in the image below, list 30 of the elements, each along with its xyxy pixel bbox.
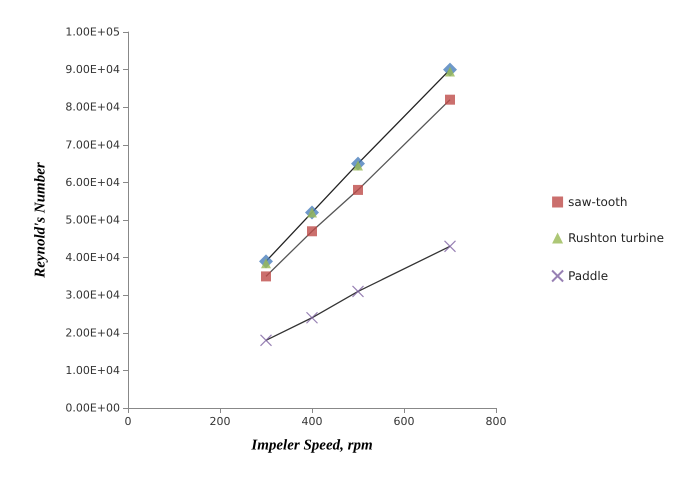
- x-tick-label: 0: [124, 415, 132, 428]
- point: [445, 94, 455, 105]
- y-tick-label: 9.00E+04: [65, 63, 120, 76]
- x-tick-label: 800: [486, 415, 506, 428]
- y-tick-label: 1.00E+05: [65, 26, 120, 38]
- y-tick-label: 7.00E+04: [65, 138, 120, 152]
- y-tick-label: 5.00E+04: [65, 214, 120, 226]
- line-series: [265, 246, 451, 341]
- y-tick-label: 4.00E+04: [65, 251, 120, 264]
- y-tick-label: 3.00E+04: [65, 288, 120, 302]
- x-tick-label: 400: [302, 415, 322, 428]
- legend-label: saw-tooth: [568, 195, 628, 209]
- y-tick-label: 8.00E+04: [65, 100, 120, 114]
- y-tick-label: 1.00E+04: [65, 364, 120, 377]
- x-tick-label: 600: [394, 415, 414, 428]
- legend-label: Rushton turbine: [568, 231, 664, 245]
- x-tick-label: 200: [210, 415, 230, 428]
- point: [353, 184, 363, 195]
- y-tick-label: 2.00E+04: [65, 326, 120, 340]
- point: [444, 240, 456, 252]
- legend-label: Paddle: [568, 269, 608, 283]
- y-tick-label: 6.00E+04: [65, 176, 120, 189]
- point: [307, 226, 317, 236]
- y-axis-title: Reynold's Number: [32, 162, 48, 279]
- point: [261, 271, 271, 282]
- point: [306, 312, 318, 324]
- point: [260, 334, 272, 346]
- y-tick-label: 0.00E+00: [65, 402, 120, 414]
- point: [352, 285, 364, 298]
- x-axis-title: Impeler Speed, rpm: [250, 438, 373, 454]
